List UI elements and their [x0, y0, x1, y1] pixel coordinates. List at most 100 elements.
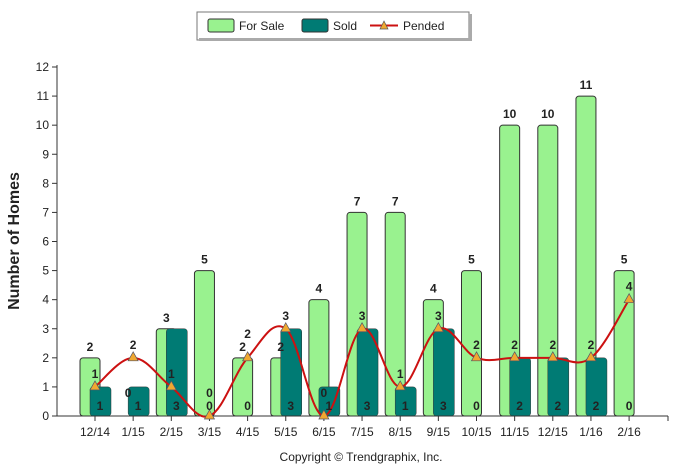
marker-pended — [318, 409, 330, 420]
x-tick-label: 12/15 — [538, 425, 568, 439]
data-label-sold: 0 — [206, 399, 213, 413]
data-label-pended: 0 — [206, 386, 213, 400]
marker-pended — [280, 322, 292, 333]
x-tick-label: 7/15 — [350, 425, 374, 439]
y-tick-label: 1 — [42, 380, 49, 394]
data-label-sold: 2 — [554, 399, 561, 413]
data-label-sold: 3 — [364, 399, 371, 413]
data-label-sold: 3 — [287, 399, 294, 413]
marker-pended — [394, 380, 406, 391]
x-tick-label: 11/15 — [500, 425, 529, 439]
data-label-for-sale: 4 — [430, 282, 437, 296]
data-label-for-sale: 2 — [87, 340, 94, 354]
data-label-pended: 2 — [549, 338, 556, 352]
data-label-for-sale: 3 — [163, 311, 170, 325]
data-label-sold: 2 — [593, 399, 600, 413]
data-label-for-sale: 10 — [541, 107, 555, 121]
data-label-for-sale: 7 — [354, 194, 361, 208]
data-label-for-sale: 0 — [125, 386, 132, 400]
y-tick-label: 8 — [42, 176, 49, 190]
marker-pended — [432, 322, 444, 333]
marker-pended — [89, 380, 101, 391]
data-label-for-sale: 2 — [277, 340, 284, 354]
marker-pended — [547, 351, 559, 362]
legend-label-pended: Pended — [403, 19, 444, 33]
x-tick-label: 2/16 — [617, 425, 641, 439]
x-tick-label: 8/15 — [389, 425, 413, 439]
data-label-pended: 1 — [397, 367, 404, 381]
y-tick-label: 5 — [42, 264, 49, 278]
data-label-sold: 0 — [626, 399, 633, 413]
data-label-for-sale: 5 — [201, 253, 208, 267]
data-label-for-sale: 10 — [503, 107, 517, 121]
y-tick-label: 4 — [42, 293, 49, 307]
data-label-pended: 2 — [244, 327, 251, 341]
data-label-pended: 3 — [282, 309, 289, 323]
legend-label-sold: Sold — [333, 19, 357, 33]
marker-pended — [509, 351, 521, 362]
x-tick-label: 9/15 — [427, 425, 451, 439]
x-tick-label: 10/15 — [461, 425, 491, 439]
data-label-sold: 0 — [244, 399, 251, 413]
data-label-pended: 3 — [435, 309, 442, 323]
data-label-pended: 3 — [359, 309, 366, 323]
data-label-pended: 1 — [92, 367, 99, 381]
marker-pended — [203, 409, 216, 420]
x-tick-label: 3/15 — [198, 425, 222, 439]
y-tick-label: 2 — [42, 351, 49, 365]
data-label-pended: 2 — [130, 338, 137, 352]
data-label-for-sale: 7 — [392, 194, 399, 208]
copyright-footer: Copyright © Trendgraphix, Inc. — [280, 450, 443, 464]
x-tick-label: 6/15 — [312, 425, 336, 439]
data-label-sold: 1 — [135, 399, 142, 413]
y-tick-label: 6 — [42, 235, 49, 249]
y-tick-label: 3 — [42, 322, 49, 336]
data-label-sold: 1 — [402, 399, 409, 413]
x-tick-label: 2/15 — [160, 425, 184, 439]
legend-label-for-sale: For Sale — [239, 19, 285, 33]
data-label-pended: 4 — [626, 280, 633, 294]
y-tick-label: 7 — [42, 205, 49, 219]
legend-shadow — [199, 38, 471, 41]
data-label-sold: 3 — [440, 399, 447, 413]
legend-marker-pended — [379, 20, 389, 30]
marker-pended — [127, 351, 139, 362]
legend: For Sale Sold Pended — [196, 11, 472, 41]
y-tick-label: 11 — [37, 89, 50, 103]
x-tick-label: 4/15 — [236, 425, 260, 439]
data-label-pended: 2 — [588, 338, 595, 352]
x-tick-label: 1/16 — [579, 425, 603, 439]
legend-swatch-sold — [301, 18, 329, 33]
y-tick-label: 0 — [42, 409, 49, 423]
x-tick-label: 5/15 — [274, 425, 298, 439]
marker-pended — [585, 351, 597, 362]
marker-pended — [470, 351, 483, 362]
data-label-sold: 1 — [326, 399, 333, 413]
data-label-sold: 0 — [473, 399, 480, 413]
data-label-pended: 1 — [168, 367, 175, 381]
y-tick-label: 10 — [36, 118, 50, 132]
y-axis-title: Number of Homes — [6, 172, 23, 310]
x-tick-label: 1/15 — [121, 425, 145, 439]
legend-swatch-for-sale — [207, 18, 235, 33]
data-label-for-sale: 5 — [621, 253, 628, 267]
y-tick-label: 12 — [36, 60, 50, 74]
data-label-sold: 2 — [516, 399, 523, 413]
data-label-for-sale: 2 — [239, 340, 246, 354]
data-label-sold: 1 — [97, 399, 104, 413]
x-tick-label: 12/14 — [80, 425, 110, 439]
data-label-pended: 2 — [511, 338, 518, 352]
data-label-pended: 2 — [473, 338, 480, 352]
data-label-for-sale: 4 — [316, 282, 323, 296]
legend-shadow — [469, 14, 472, 41]
marker-pended — [242, 351, 254, 362]
data-label-for-sale: 5 — [468, 253, 475, 267]
data-label-sold: 3 — [173, 399, 180, 413]
y-tick-label: 9 — [42, 147, 49, 161]
marker-pended — [623, 292, 635, 304]
legend-box — [196, 11, 470, 41]
data-label-for-sale: 11 — [580, 78, 593, 92]
marker-pended — [356, 322, 368, 333]
